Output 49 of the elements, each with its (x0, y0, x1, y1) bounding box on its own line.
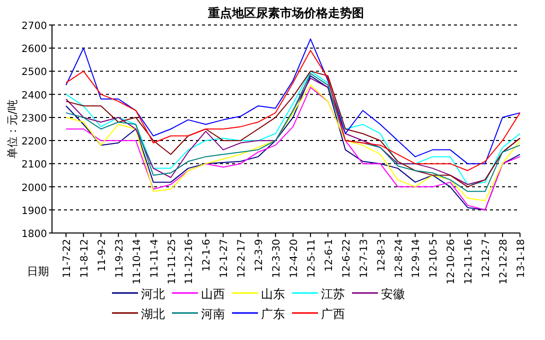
legend-label: 山东 (261, 287, 285, 301)
x-tick-label: 11-9-23 (114, 239, 126, 278)
x-tick-label: 12-8-24 (394, 239, 405, 278)
y-tick-label: 2700 (22, 21, 47, 32)
x-tick-label: 12-1-6 (202, 239, 213, 272)
y-tick-label: 1900 (22, 206, 47, 217)
x-tick-label: 12-10-26 (446, 239, 458, 284)
legend-label: 广西 (321, 307, 345, 321)
x-tick-label: 13-1-18 (516, 239, 527, 278)
x-tick-label: 11-11-25 (166, 239, 178, 284)
x-tick-label: 12-4-20 (289, 239, 300, 278)
x-tick-label: 11-11-4 (149, 239, 160, 278)
y-tick-label: 2300 (22, 113, 47, 124)
x-tick-label: 12-9-14 (411, 239, 422, 278)
x-tick-label: 12-12-7 (481, 239, 492, 278)
y-tick-label: 1800 (22, 229, 47, 240)
legend-label: 山西 (201, 287, 225, 301)
x-tick-label: 12-11-16 (464, 239, 475, 284)
y-tick-label: 2100 (22, 160, 47, 171)
x-tick-label: 11-8-12 (79, 239, 90, 278)
x-tick-label: 12-12-28 (498, 239, 510, 284)
x-tick-label: 12-6-22 (341, 239, 352, 278)
legend-label: 河北 (141, 287, 165, 301)
x-tick-label: 11-9-2 (96, 239, 108, 272)
legend-label: 江苏 (321, 287, 345, 301)
x-tick-label: 11-10-14 (132, 239, 143, 284)
x-tick-label: 11-12-16 (184, 239, 196, 284)
legend-label: 广东 (261, 307, 285, 321)
x-tick-label: 12-2-17 (236, 239, 248, 278)
x-tick-label: 12-1-27 (219, 239, 230, 278)
legend-label: 湖北 (141, 307, 165, 321)
y-tick-label: 2200 (22, 136, 47, 148)
x-axis-title: 日期 (27, 265, 49, 278)
x-tick-label: 12-6-1 (324, 239, 335, 272)
y-tick-label: 2000 (22, 182, 47, 194)
x-tick-label: 12-8-3 (376, 239, 388, 272)
legend-label: 安徽 (381, 287, 405, 301)
y-tick-label: 2600 (22, 44, 47, 56)
x-tick-label: 12-3-9 (254, 239, 266, 272)
y-tick-label: 2500 (22, 67, 47, 78)
chart-title: 重点地区尿素市场价格走势图 (207, 6, 364, 20)
x-tick-label: 12-7-13 (358, 239, 370, 278)
x-tick-label: 12-3-30 (272, 239, 283, 278)
x-tick-label: 11-7-22 (62, 239, 73, 278)
x-tick-label: 12-10-5 (428, 239, 440, 278)
legend-label: 河南 (201, 307, 225, 321)
y-axis-title: 单位：元/吨 (6, 100, 19, 158)
y-tick-label: 2400 (22, 90, 47, 102)
x-tick-label: 12-5-11 (306, 239, 318, 278)
